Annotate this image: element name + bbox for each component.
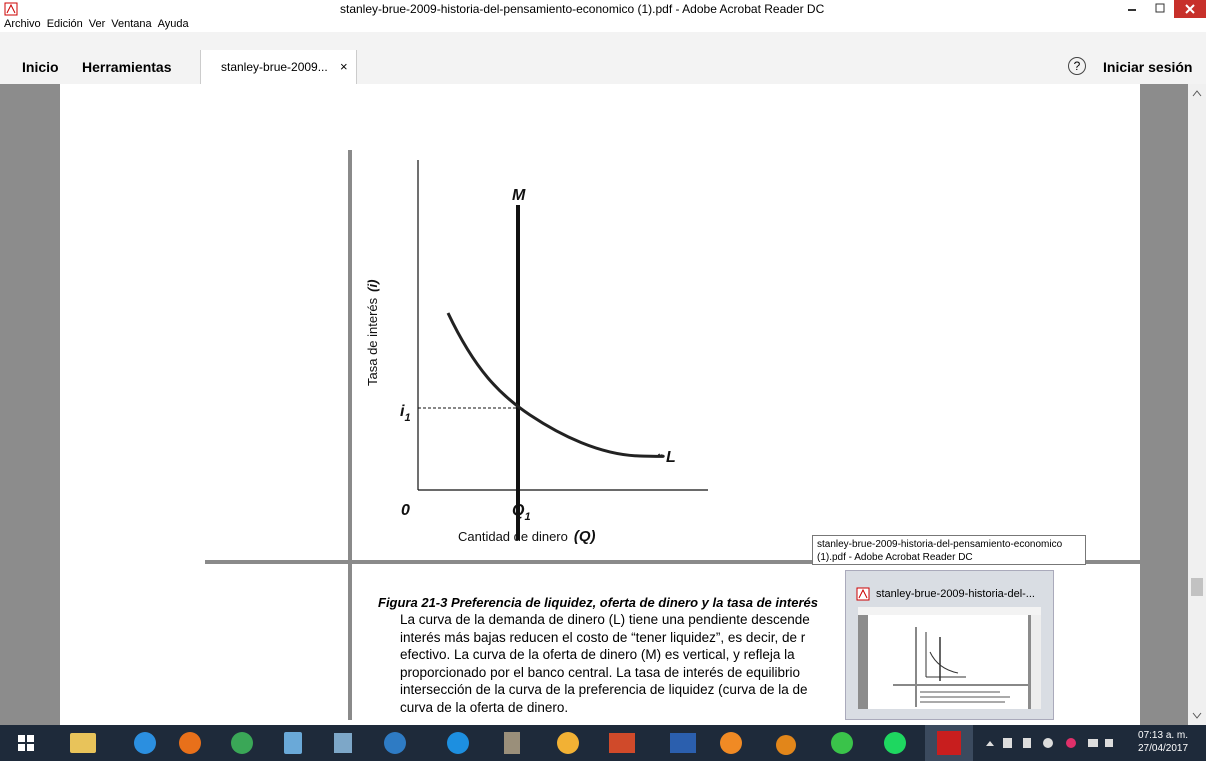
caption-line: curva de la oferta de dinero.	[400, 699, 845, 717]
clock-date: 27/04/2017	[1138, 742, 1188, 755]
caption-line: intersección de la curva de la preferenc…	[400, 681, 845, 699]
x-axis-text: Cantidad de dinero	[458, 529, 568, 544]
app-notes[interactable]	[334, 733, 352, 753]
app-explorer[interactable]	[70, 733, 96, 753]
tooltip: stanley-brue-2009-historia-del-pensamien…	[812, 535, 1086, 565]
scroll-thumb[interactable]	[1191, 578, 1203, 596]
menu-bar: Archivo Edición Ver Ventana Ayuda	[0, 18, 1206, 32]
caption-line: efectivo. La curva de la oferta de diner…	[400, 646, 845, 664]
start-button[interactable]	[18, 735, 34, 751]
window-title: stanley-brue-2009-historia-del-pensamien…	[340, 2, 824, 16]
app-icon	[4, 2, 18, 16]
x-axis-symbol: (Q)	[574, 528, 596, 545]
system-tray[interactable]	[986, 738, 1113, 748]
taskbar-icons	[0, 725, 1206, 761]
menu-item[interactable]: Ayuda	[158, 18, 189, 30]
scroll-up[interactable]	[1193, 91, 1201, 96]
menu-item[interactable]: Archivo	[4, 18, 41, 30]
maximize[interactable]	[1156, 4, 1164, 12]
menu-item[interactable]: Ventana	[111, 18, 151, 30]
app-firefox[interactable]	[179, 732, 201, 754]
tab-title: stanley-brue-2009...	[221, 60, 328, 74]
caption-title: Figura 21-3 Preferencia de liquidez, ofe…	[378, 595, 818, 610]
app-ie[interactable]	[134, 732, 156, 754]
tab-close[interactable]: ×	[340, 59, 348, 74]
tools-tab[interactable]: Herramientas	[82, 59, 172, 75]
menu-item[interactable]: Edición	[47, 18, 83, 30]
app-cloud[interactable]	[447, 732, 469, 754]
curve-m-label: M	[512, 187, 526, 204]
clock[interactable]: 07:13 a. m. 27/04/2017	[1138, 729, 1188, 755]
title-bar: stanley-brue-2009-historia-del-pensamien…	[0, 0, 1206, 18]
y-axis-label: Tasa de interés (i)	[365, 280, 380, 386]
q1-label: Q1	[512, 502, 531, 523]
window-controls	[1120, 0, 1206, 18]
taskbar-preview[interactable]: stanley-brue-2009-historia-del-...	[845, 570, 1054, 720]
y-axis-symbol: (i)	[365, 280, 380, 292]
app-chrome[interactable]	[231, 732, 253, 754]
document-tab[interactable]: stanley-brue-2009... ×	[200, 50, 357, 84]
caption-line: proporcionado por el banco central. La t…	[400, 664, 845, 682]
help-button[interactable]: ?	[1068, 57, 1086, 75]
app-m[interactable]	[776, 735, 796, 755]
caption-line: La curva de la demanda de dinero (L) tie…	[400, 611, 845, 629]
q1-sub: 1	[524, 511, 530, 523]
taskbar: 07:13 a. m. 27/04/2017	[0, 725, 1206, 761]
app-browser[interactable]	[384, 732, 406, 754]
caption-body: La curva de la demanda de dinero (L) tie…	[400, 611, 845, 716]
app-powerpoint[interactable]	[609, 733, 635, 753]
tooltip-line: (1).pdf - Adobe Acrobat Reader DC	[817, 551, 1081, 564]
y-axis-text: Tasa de interés	[365, 297, 380, 386]
app-photos[interactable]	[557, 732, 579, 754]
i1-label: i1	[400, 403, 411, 424]
preview-title: stanley-brue-2009-historia-del-...	[876, 588, 1035, 600]
screen: stanley-brue-2009-historia-del-pensamien…	[0, 0, 1206, 761]
app-spotify[interactable]	[884, 732, 906, 754]
menu-item[interactable]: Ver	[89, 18, 106, 30]
caption-line: interés más bajas reducen el costo de “t…	[400, 629, 845, 647]
liquidity-curve	[448, 313, 663, 456]
preview-image	[858, 607, 1041, 709]
q1-base: Q	[512, 502, 525, 519]
app-hand[interactable]	[720, 732, 742, 754]
i1-sub: 1	[404, 412, 410, 424]
app-whatsapp[interactable]	[831, 732, 853, 754]
app-word[interactable]	[670, 733, 696, 753]
sign-in[interactable]: Iniciar sesión	[1103, 59, 1192, 75]
x-axis-label: Cantidad de dinero (Q)	[458, 528, 596, 545]
toolbar: Inicio Herramientas stanley-brue-2009...…	[0, 32, 1206, 85]
tooltip-line: stanley-brue-2009-historia-del-pensamien…	[817, 538, 1081, 551]
scroll-arrows	[1188, 84, 1206, 725]
app-media[interactable]	[504, 732, 520, 754]
origin-label: 0	[401, 502, 410, 519]
preview-icon	[856, 587, 870, 601]
scrollbar[interactable]	[1188, 84, 1206, 725]
clock-time: 07:13 a. m.	[1138, 729, 1188, 742]
home-tab[interactable]: Inicio	[22, 59, 59, 75]
app-acrobat	[937, 731, 961, 755]
app-calculator[interactable]	[284, 732, 302, 754]
scroll-down[interactable]	[1193, 713, 1201, 718]
curve-l-label: L	[666, 449, 676, 466]
